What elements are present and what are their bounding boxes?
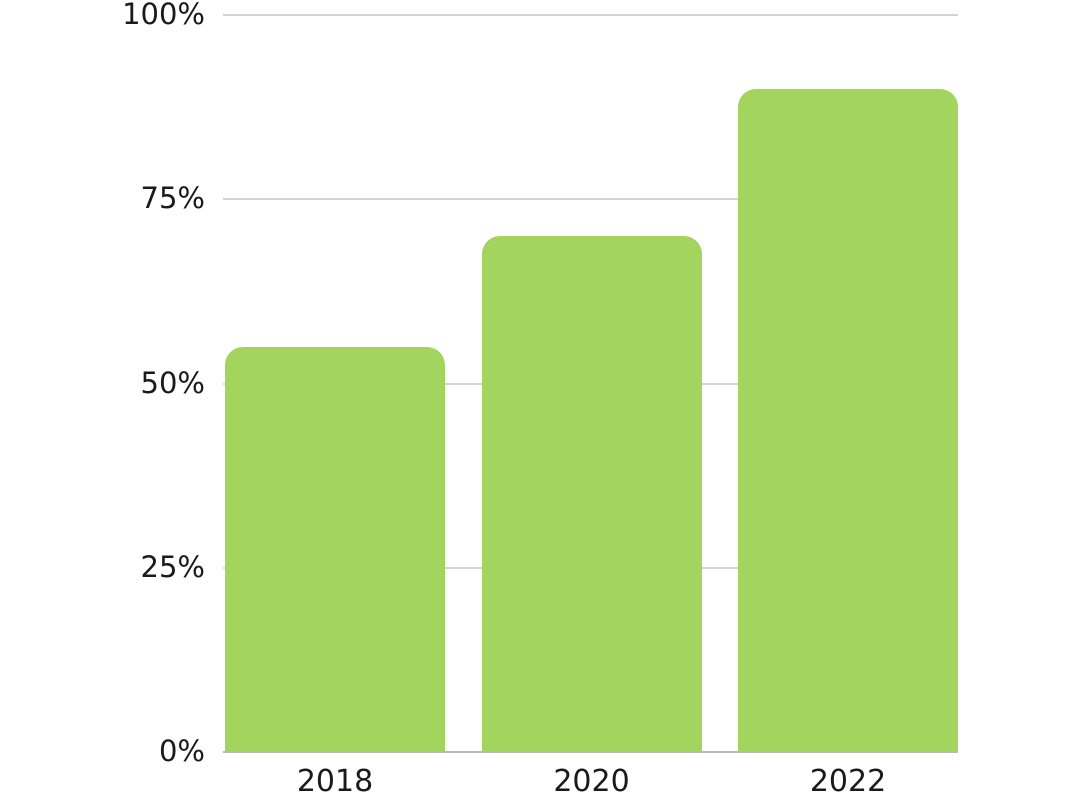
x-axis-label: 2022 — [809, 764, 887, 799]
gridline — [223, 198, 958, 201]
x-axis-label: 2018 — [296, 764, 374, 799]
y-axis-tick-label: 100% — [122, 0, 205, 31]
bar-2022 — [738, 88, 958, 752]
x-axis-line — [223, 751, 958, 753]
bar-2018 — [225, 346, 445, 752]
y-axis-tick-label: 25% — [140, 549, 205, 584]
y-axis-tick-label: 0% — [158, 734, 205, 768]
x-axis-label: 2020 — [553, 764, 630, 799]
bar-2020 — [481, 236, 702, 752]
y-axis-tick-label: 75% — [140, 181, 205, 216]
gridline — [223, 14, 958, 16]
y-axis-tick-label: 50% — [140, 365, 205, 400]
